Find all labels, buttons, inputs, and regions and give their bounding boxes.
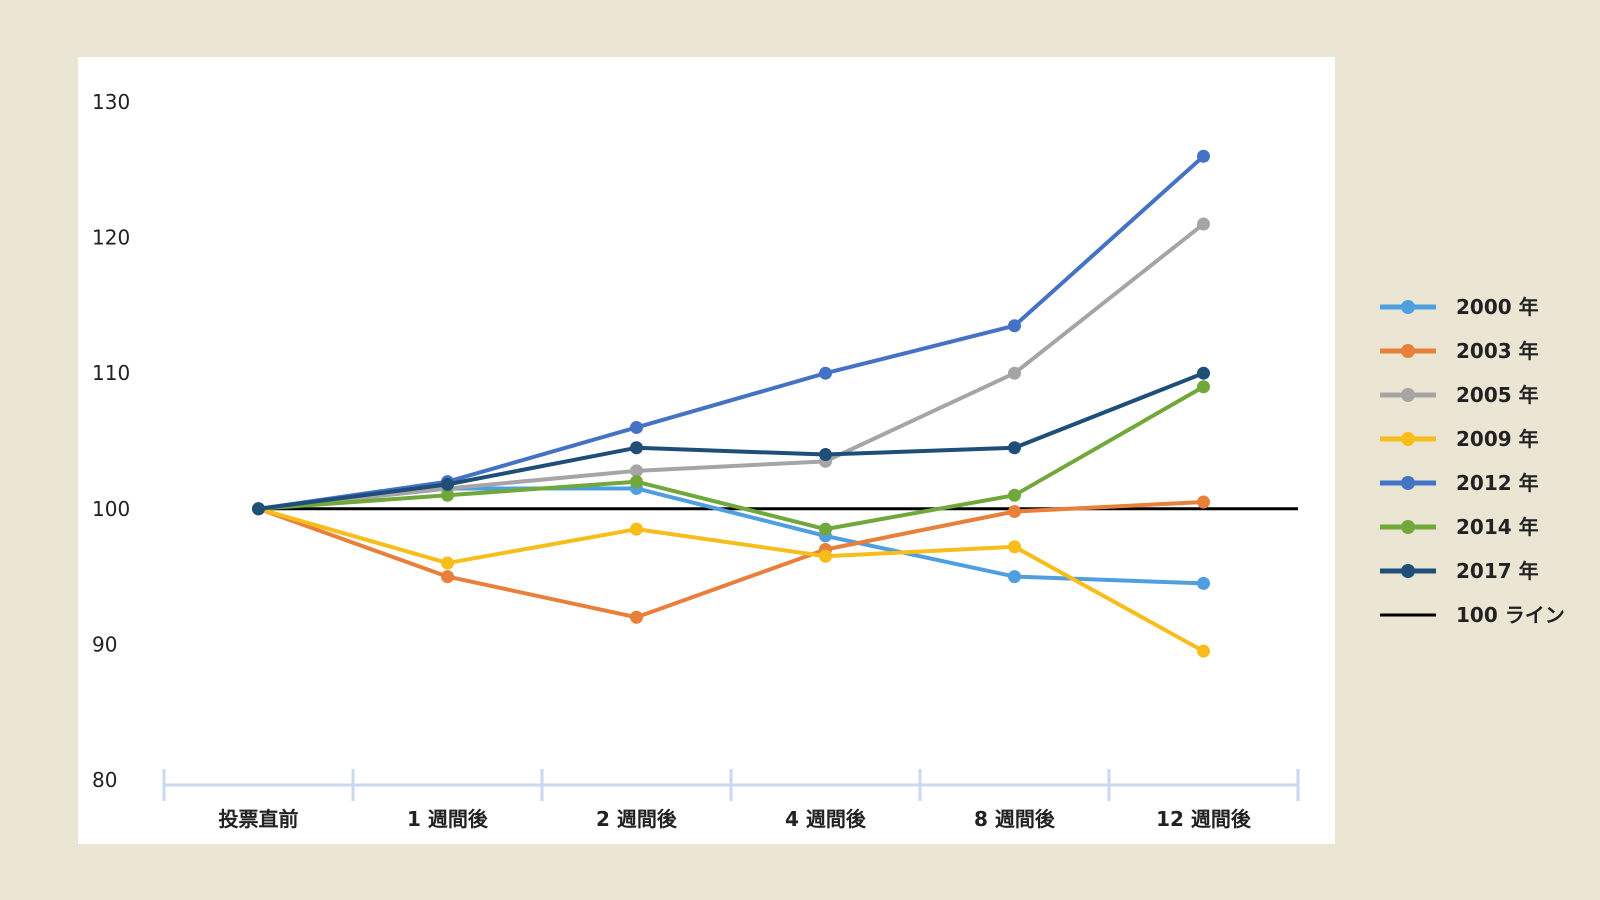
data-point — [1008, 540, 1021, 554]
data-point — [630, 464, 643, 478]
x-tick-label: 4 週間後 — [785, 807, 867, 831]
x-tick-label: 2 週間後 — [596, 807, 678, 831]
data-point — [630, 441, 643, 455]
data-point — [1197, 644, 1210, 658]
legend-swatch-marker — [1401, 520, 1415, 534]
data-point — [441, 488, 454, 502]
data-point — [1197, 217, 1210, 231]
series-layer — [252, 149, 1210, 658]
series-2 — [252, 217, 1210, 516]
legend-item: 2003 年 — [1380, 339, 1539, 363]
series-line — [256, 500, 1206, 620]
y-axis-ticks: 80 90 100 110 120 130 — [92, 90, 130, 792]
legend-label: 2012 年 — [1456, 471, 1539, 495]
legend-label: 2017 年 — [1456, 559, 1539, 583]
data-point — [441, 477, 454, 491]
legend-label: 2003 年 — [1456, 339, 1539, 363]
data-point — [1008, 319, 1021, 333]
legend-swatch-marker — [1401, 476, 1415, 490]
data-point — [1197, 576, 1210, 590]
legend-label: 2005 年 — [1456, 383, 1539, 407]
series-6 — [252, 366, 1210, 516]
data-point — [441, 556, 454, 570]
legend-label: 2014 年 — [1456, 515, 1539, 539]
x-tick-label: 1 週間後 — [407, 807, 489, 831]
series-1 — [252, 495, 1210, 624]
legend-label: 2000 年 — [1456, 295, 1539, 319]
legend-swatch-marker — [1401, 300, 1415, 314]
series-line — [256, 371, 1206, 511]
series-line — [256, 486, 1206, 586]
x-tick-label: 12 週間後 — [1156, 807, 1252, 831]
y-tick-label: 110 — [92, 361, 130, 385]
legend-item: 2009 年 — [1380, 427, 1539, 451]
data-point — [630, 610, 643, 624]
y-tick-label: 130 — [92, 90, 130, 114]
data-point — [1008, 570, 1021, 584]
x-tick-label: 投票直前 — [219, 807, 299, 831]
legend-item: 2005 年 — [1380, 383, 1539, 407]
y-tick-label: 120 — [92, 226, 130, 250]
x-axis-ticks: 投票直前 1 週間後 2 週間後 4 週間後 8 週間後 12 週間後 — [219, 807, 1252, 831]
data-point — [252, 502, 265, 516]
data-point — [1197, 495, 1210, 509]
legend-swatch-marker — [1401, 432, 1415, 446]
data-point — [1008, 505, 1021, 519]
data-point — [819, 448, 832, 462]
legend-item: 2012 年 — [1380, 471, 1539, 495]
data-point — [1008, 488, 1021, 502]
series-line — [256, 154, 1206, 511]
legend-item: 2000 年 — [1380, 295, 1539, 319]
x-axis — [162, 769, 1300, 801]
data-point — [819, 522, 832, 536]
data-point — [819, 366, 832, 380]
data-point — [441, 570, 454, 584]
legend-label: 100 ライン — [1456, 603, 1565, 625]
series-line — [256, 506, 1206, 654]
data-point — [630, 522, 643, 536]
chart-panel: 80 90 100 110 120 130 投票直前 1 週間後 2 週間後 4 週間後 8 週間… — [78, 57, 1335, 844]
data-point — [1197, 149, 1210, 163]
legend-label: 2009 年 — [1456, 427, 1539, 451]
data-point — [1008, 366, 1021, 380]
legend-swatch-marker — [1401, 564, 1415, 578]
y-tick-label: 80 — [92, 768, 117, 792]
series-5 — [252, 380, 1210, 536]
legend-item: 2014 年 — [1380, 515, 1539, 539]
legend: 2000 年 2003 年 2005 年 2009 年 2012 年 2014 年 2017… — [1380, 295, 1565, 625]
line-chart: 80 90 100 110 120 130 投票直前 1 週間後 2 週間後 4 週間後 8 週間… — [92, 90, 1300, 831]
data-point — [1008, 441, 1021, 455]
y-tick-label: 100 — [92, 497, 130, 521]
data-point — [630, 475, 643, 489]
legend-item: 100 ライン — [1380, 603, 1565, 625]
data-point — [1197, 366, 1210, 380]
data-point — [819, 549, 832, 563]
data-point — [1197, 380, 1210, 394]
legend-swatch-marker — [1401, 388, 1415, 402]
legend-swatch-marker — [1401, 344, 1415, 358]
x-tick-label: 8 週間後 — [974, 807, 1056, 831]
legend-item: 2017 年 — [1380, 559, 1539, 583]
data-point — [630, 420, 643, 434]
series-line — [256, 384, 1206, 532]
series-line — [256, 222, 1206, 511]
y-tick-label: 90 — [92, 632, 117, 656]
